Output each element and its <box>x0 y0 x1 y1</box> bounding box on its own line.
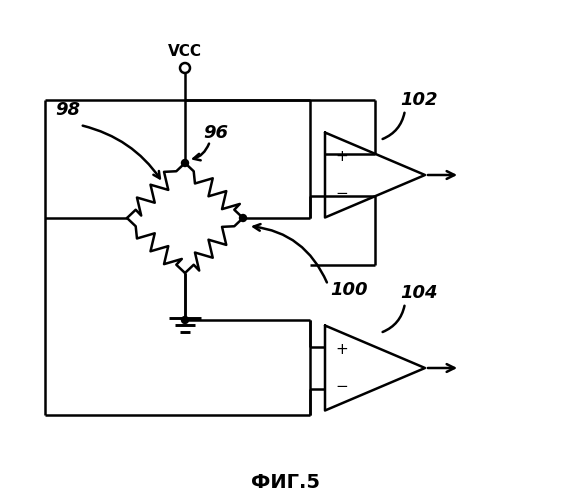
Text: VCC: VCC <box>168 44 202 59</box>
Text: +: + <box>335 342 348 357</box>
Text: 100: 100 <box>330 281 368 299</box>
Text: −: − <box>335 379 348 394</box>
Circle shape <box>181 316 189 323</box>
Text: ФИГ.5: ФИГ.5 <box>250 473 320 492</box>
Text: 102: 102 <box>400 91 438 109</box>
Circle shape <box>181 160 189 167</box>
Text: −: − <box>335 186 348 201</box>
Text: 104: 104 <box>400 284 438 302</box>
Text: +: + <box>335 149 348 164</box>
Text: 98: 98 <box>55 101 80 119</box>
Text: 96: 96 <box>203 124 228 142</box>
Circle shape <box>239 215 246 222</box>
